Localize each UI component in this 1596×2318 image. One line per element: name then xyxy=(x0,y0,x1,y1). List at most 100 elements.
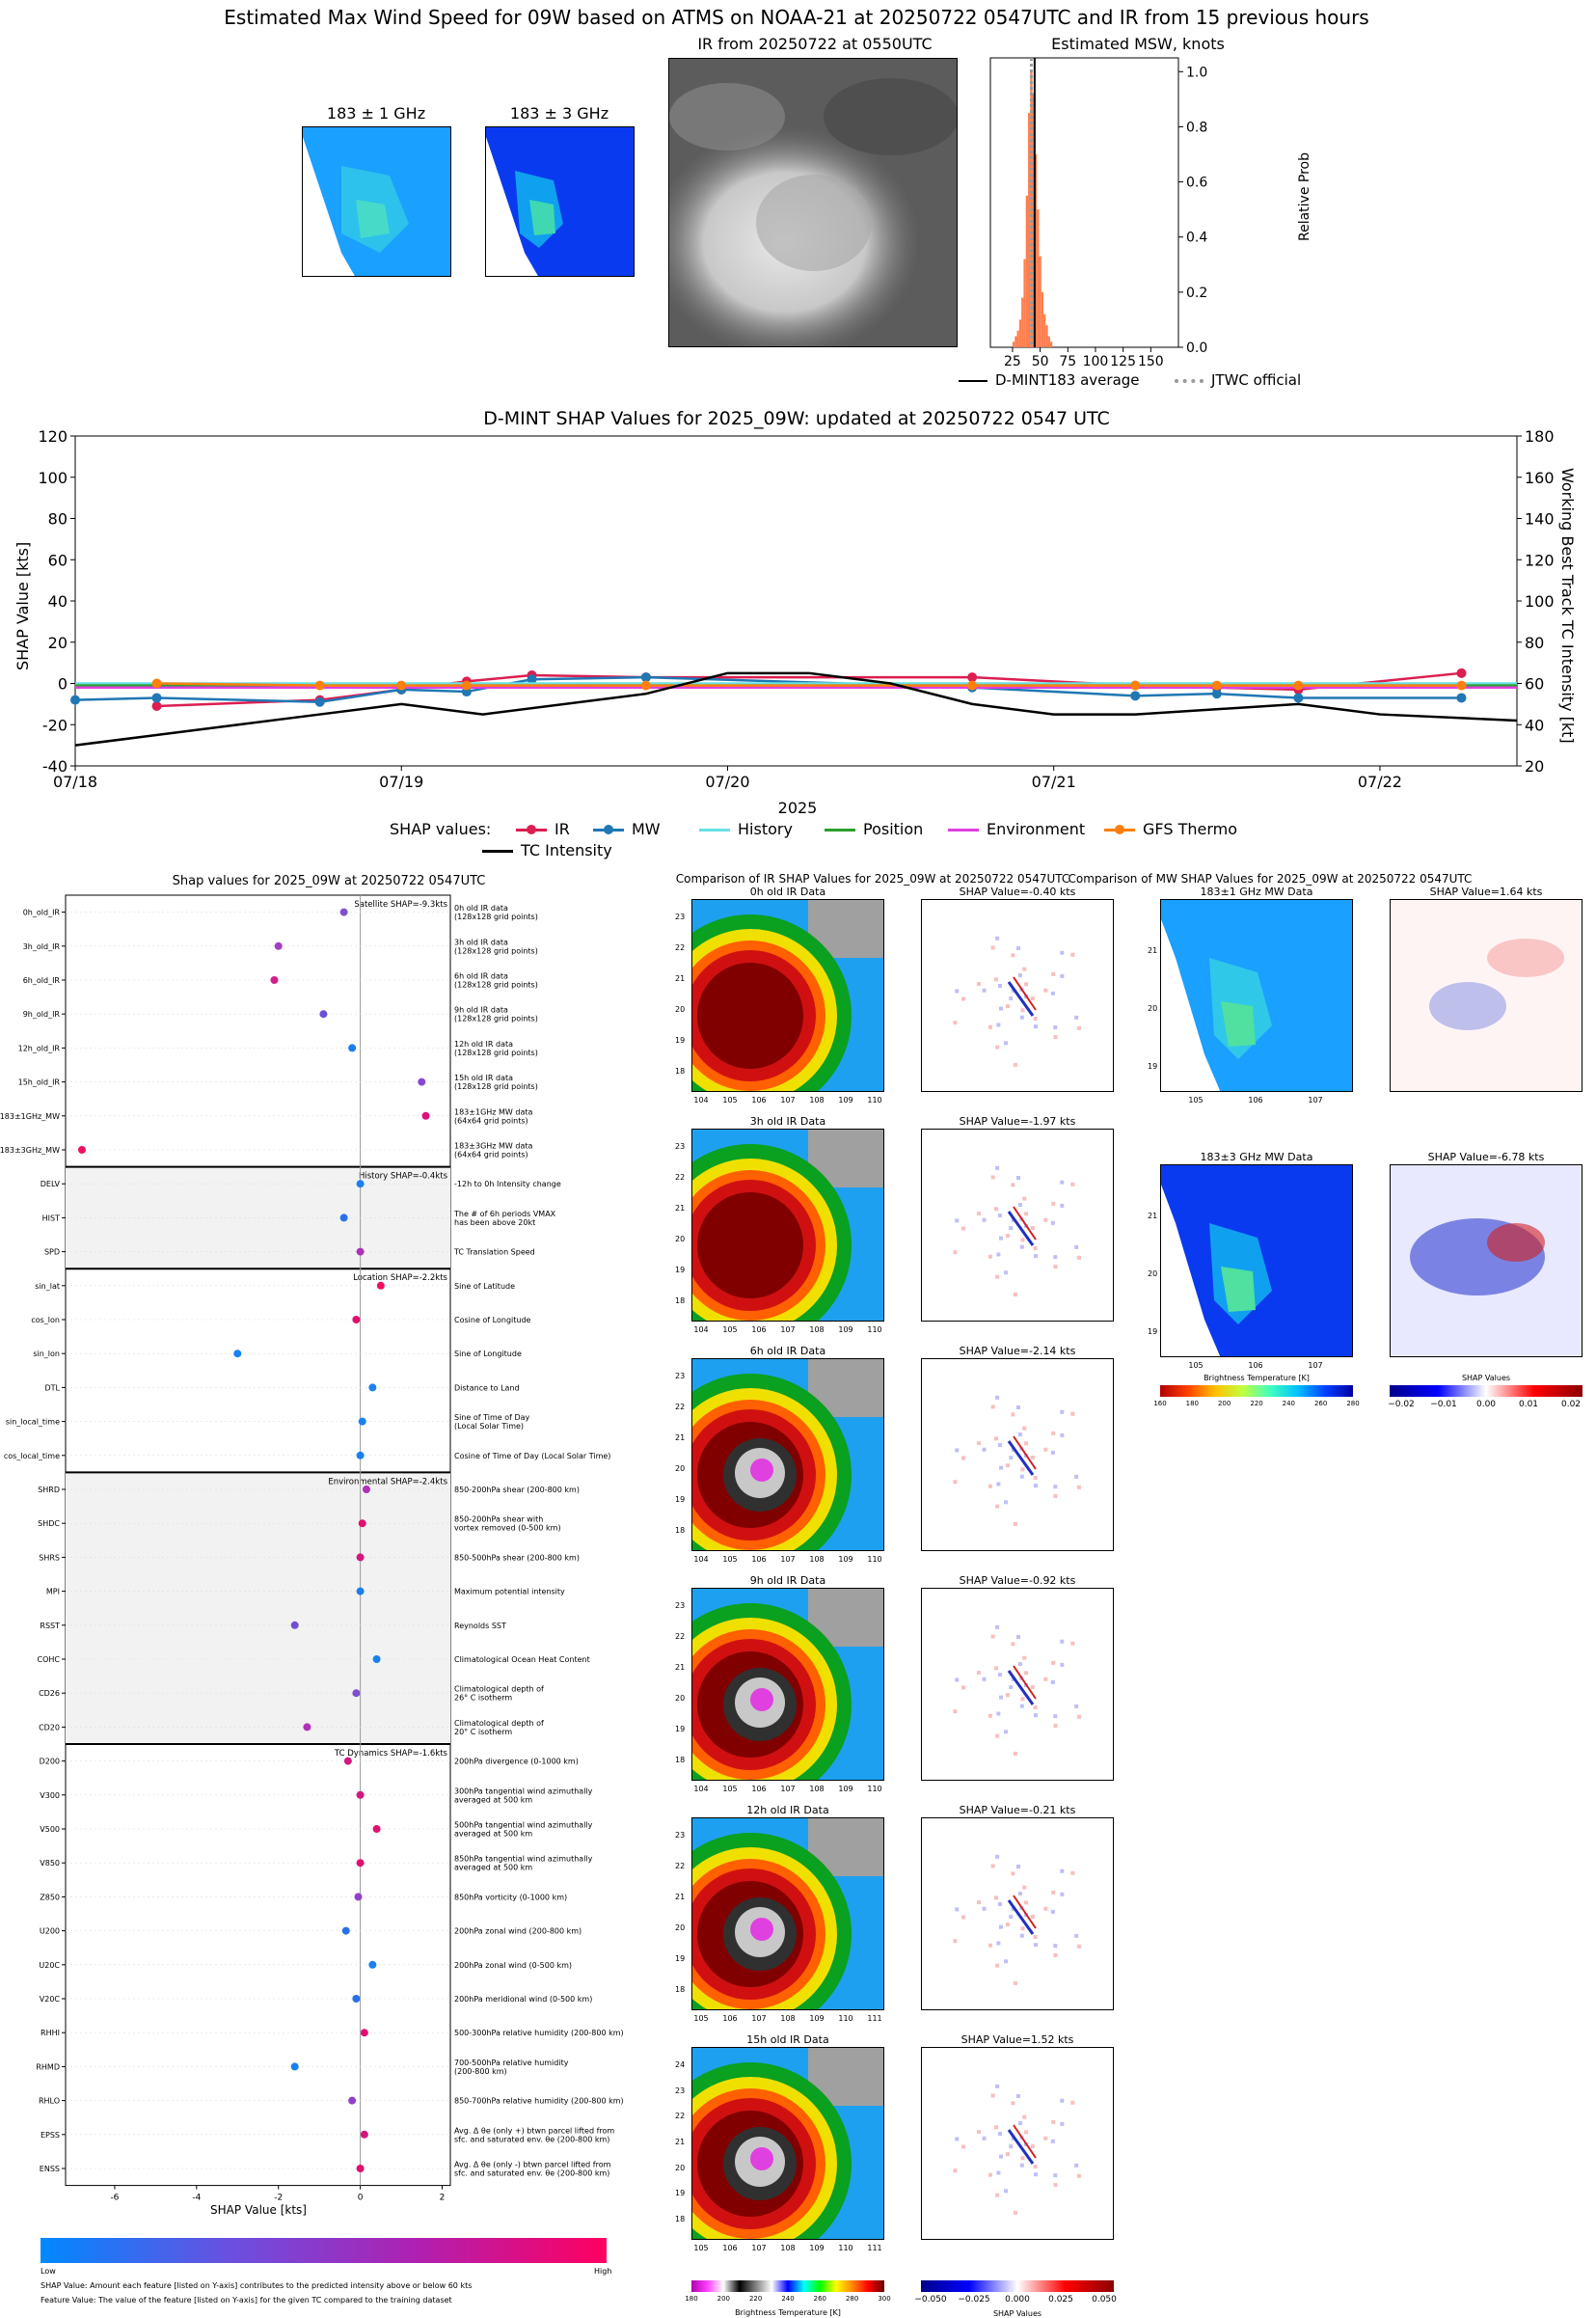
shap-speck xyxy=(1020,1926,1025,1931)
feature-value-colorbar xyxy=(41,2238,607,2263)
feature-description: Sine of Longitude xyxy=(454,1350,522,1358)
hist-bar xyxy=(1034,154,1038,347)
shap-speck xyxy=(1033,1935,1038,1940)
series-point-gfs-thermo xyxy=(1456,680,1467,691)
mw-data-svg xyxy=(1161,1165,1352,1356)
feature-name: SHRS xyxy=(39,1553,60,1562)
shap-point xyxy=(354,1893,363,1901)
shap-speck xyxy=(1005,1923,1010,1927)
legend-label-ir: IR xyxy=(555,820,570,838)
shap-speck xyxy=(990,1404,995,1409)
ir-band xyxy=(697,1192,803,1298)
colorbar-low-label: Low xyxy=(41,2267,56,2276)
ir-xtick-label: 107 xyxy=(780,1555,796,1564)
shap-point xyxy=(233,1350,242,1358)
ts-y2tick-label: 60 xyxy=(1525,675,1544,694)
mw-shap-cbar-tick: −0.02 xyxy=(1388,1400,1415,1409)
shap-speck xyxy=(1022,2114,1027,2119)
legend-label-mw: MW xyxy=(632,820,661,838)
bee-xtick-label: -2 xyxy=(274,2194,283,2203)
mw-shap-svg xyxy=(1391,900,1582,1091)
shap-speck xyxy=(953,2168,958,2173)
shap-speck xyxy=(1060,1892,1065,1896)
ir-xtick-label: 105 xyxy=(722,1785,738,1793)
ts-legend-title: SHAP values: xyxy=(390,820,492,838)
legend-swatch-gfs-thermo xyxy=(1104,825,1135,834)
feature-description: Cosine of Time of Day (Local Solar Time) xyxy=(454,1452,610,1460)
ir-xtick-label: 107 xyxy=(780,1785,796,1793)
ir-ytick-label: 21 xyxy=(675,1433,686,1442)
ir-shap-svg xyxy=(953,936,1081,1067)
shap-point xyxy=(372,1825,381,1833)
series-point-mw xyxy=(1211,689,1222,699)
shap-feature xyxy=(1007,981,1035,1017)
ir-ytick-label: 20 xyxy=(675,1005,686,1014)
ir-shap-svg xyxy=(953,1854,1081,1985)
hist-ytick-label: 1.0 xyxy=(1186,65,1207,80)
mw-ytick-label: 21 xyxy=(1148,1212,1158,1220)
shap-speck xyxy=(1074,2163,1079,2168)
shap-speck xyxy=(993,977,998,982)
ts-y2tick-label: 20 xyxy=(1525,757,1544,776)
feature-description: 20° C isotherm xyxy=(454,1728,512,1736)
shap-speck xyxy=(955,1218,960,1223)
ir-ytick-label: 23 xyxy=(675,1372,686,1380)
shap-feature xyxy=(1013,1665,1037,1700)
shap-speck xyxy=(1053,2183,1058,2188)
feature-description: averaged at 500 km xyxy=(454,1830,532,1839)
feature-description: 850hPa tangential wind azimuthally xyxy=(454,1855,593,1864)
ir-xtick-label: 104 xyxy=(693,1096,709,1104)
ir-shap-image xyxy=(921,2047,1114,2240)
ir-shap-image xyxy=(921,1129,1114,1322)
hist-bar xyxy=(1039,256,1041,347)
shap-point xyxy=(352,1689,361,1698)
feature-name: U200 xyxy=(40,1927,60,1936)
ir-xtick-label: 105 xyxy=(722,1325,738,1334)
shap-speck xyxy=(1050,1450,1055,1455)
shap-speck xyxy=(976,1671,981,1676)
shap-speck xyxy=(1013,1062,1017,1067)
feature-name: 9h_old_IR xyxy=(23,1010,61,1019)
shap-speck xyxy=(1016,1405,1020,1409)
feature-description: (128x128 grid points) xyxy=(454,1015,538,1023)
ir-xtick-label: 106 xyxy=(751,1785,767,1793)
feature-description: Climatological depth of xyxy=(454,1719,544,1728)
shap-speck xyxy=(1043,1447,1048,1452)
hist-bar xyxy=(1049,341,1053,347)
ir-cbar-tick: 280 xyxy=(845,2295,859,2303)
feature-name: CD20 xyxy=(39,1723,60,1732)
shap-feature xyxy=(1007,1670,1035,1705)
shap-speck xyxy=(961,1456,966,1460)
ir-data-svg xyxy=(692,900,883,1091)
legend-swatch-position xyxy=(825,829,855,832)
shap-speck xyxy=(1076,1944,1081,1949)
shap-speck xyxy=(996,1252,1001,1257)
ir-ytick-label: 21 xyxy=(675,1893,686,1901)
series-point-mw xyxy=(640,672,651,683)
shap-speck xyxy=(1043,1906,1048,1911)
feature-description: Distance to Land xyxy=(454,1383,520,1392)
ir-xtick-label: 105 xyxy=(722,1096,738,1104)
mw3-thumbnail xyxy=(485,126,635,277)
shap-speck xyxy=(993,1895,998,1900)
msw-histogram: 25 50 75 100 125 150 0.0 0.2 0.4 0.6 0.8 1.0 xyxy=(989,57,1207,369)
ir-xtick-label: 108 xyxy=(809,1785,825,1793)
mw-shap-cbar-tick: 0.00 xyxy=(1475,1400,1497,1409)
shap-speck xyxy=(1019,1474,1024,1479)
feature-description: sfc. and saturated env. θe (200-800 km) xyxy=(454,2135,609,2143)
series-point-mw xyxy=(1293,693,1304,703)
ir-data-image xyxy=(691,1129,884,1322)
shap-speck xyxy=(1053,1255,1058,1260)
shap-feature xyxy=(1013,2124,1037,2159)
shap-speck xyxy=(1051,971,1056,976)
ir-xtick-label: 107 xyxy=(780,1096,796,1104)
group-label: Location SHAP=-2.2kts xyxy=(353,1273,447,1283)
feature-description: averaged at 500 km xyxy=(454,1864,532,1872)
ir-shap-title: SHAP Value=-0.92 kts xyxy=(959,1574,1076,1587)
shap-speck xyxy=(953,1021,958,1025)
shap-speck xyxy=(982,1906,987,1911)
feature-name: sin_lon xyxy=(33,1350,60,1358)
shap-speck xyxy=(1009,996,1014,1001)
feature-description: 850-500hPa shear (200-800 km) xyxy=(454,1553,580,1562)
shap-speck xyxy=(1053,1944,1058,1949)
